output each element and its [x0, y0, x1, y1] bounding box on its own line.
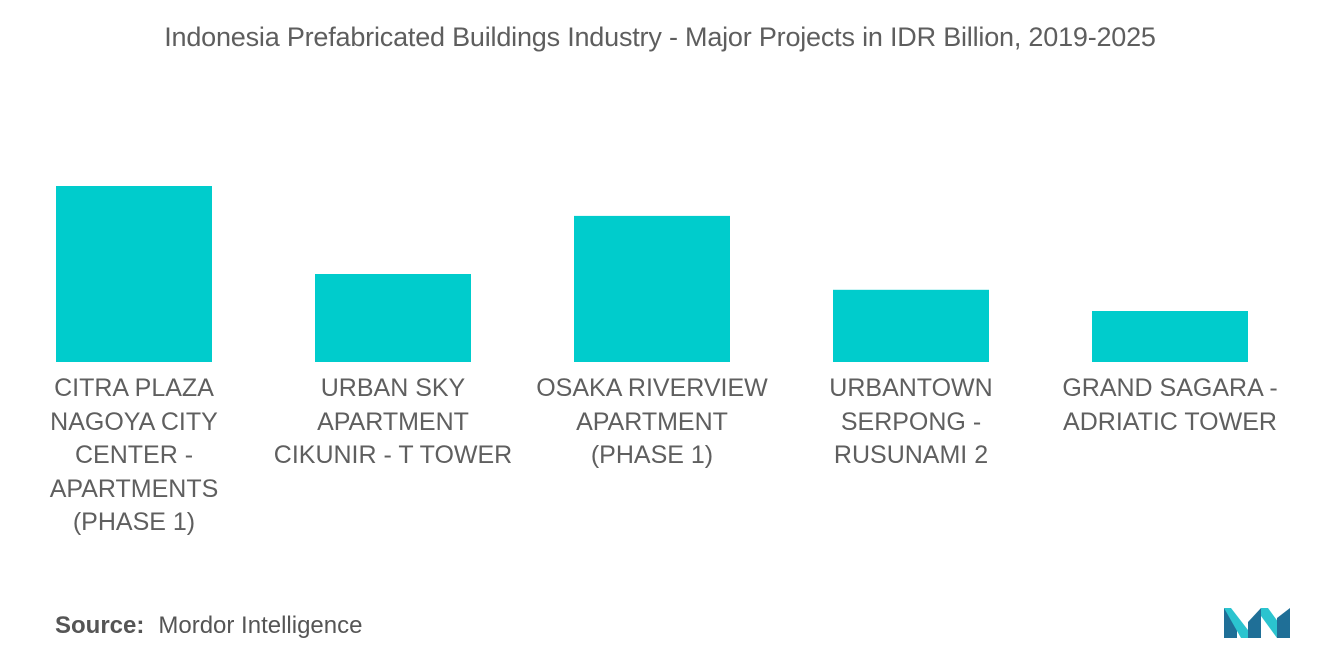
source-note: Source: Mordor Intelligence — [55, 612, 362, 640]
bar-5 — [1092, 311, 1248, 362]
bar-3 — [574, 215, 730, 362]
bar-1 — [56, 186, 212, 362]
bar-chart — [56, 186, 1248, 362]
chart-title: Indonesia Prefabricated Buildings Indust… — [164, 22, 1156, 52]
category-label-3: OSAKA RIVERVIEW APARTMENT (PHASE 1) — [536, 374, 768, 469]
mordor-intelligence-logo-icon — [1224, 608, 1290, 638]
source-key: Source: — [55, 612, 145, 639]
bar-4 — [833, 289, 989, 362]
category-label-4: URBANTOWN SERPONG - RUSUNAMI 2 — [829, 374, 993, 469]
bar-2 — [315, 274, 471, 362]
category-label-1: CITRA PLAZA NAGOYA CITY CENTER - APARTME… — [49, 374, 219, 536]
category-label-5: GRAND SAGARA - ADRIATIC TOWER — [1062, 374, 1278, 436]
source-value: Mordor Intelligence — [158, 612, 363, 639]
category-label-2: URBAN SKY APARTMENT CIKUNIR - T TOWER — [273, 374, 513, 469]
